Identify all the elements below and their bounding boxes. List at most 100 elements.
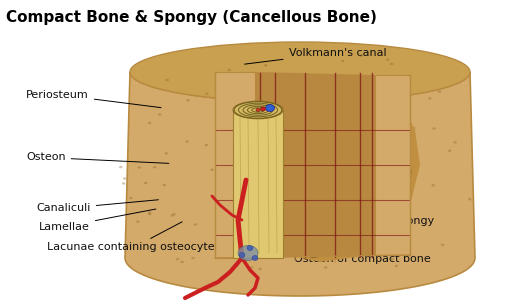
Ellipse shape: [228, 69, 231, 71]
Ellipse shape: [234, 233, 260, 253]
Ellipse shape: [324, 266, 328, 269]
Ellipse shape: [359, 55, 363, 57]
Ellipse shape: [205, 92, 209, 95]
Ellipse shape: [354, 212, 382, 232]
Ellipse shape: [428, 97, 432, 100]
Ellipse shape: [204, 144, 208, 146]
Ellipse shape: [391, 83, 394, 86]
Ellipse shape: [252, 256, 258, 260]
Text: Lamellae: Lamellae: [39, 209, 156, 232]
Polygon shape: [225, 100, 420, 262]
Ellipse shape: [136, 220, 139, 223]
Ellipse shape: [432, 184, 435, 187]
Ellipse shape: [353, 253, 356, 255]
Ellipse shape: [341, 60, 344, 62]
Ellipse shape: [185, 140, 189, 143]
Ellipse shape: [261, 107, 266, 111]
Ellipse shape: [395, 265, 398, 267]
Ellipse shape: [345, 134, 375, 156]
Ellipse shape: [164, 152, 168, 154]
Ellipse shape: [291, 105, 319, 125]
Ellipse shape: [274, 130, 306, 156]
Polygon shape: [125, 72, 475, 296]
Ellipse shape: [331, 234, 357, 254]
Ellipse shape: [176, 258, 179, 260]
Ellipse shape: [122, 182, 125, 185]
Ellipse shape: [129, 197, 133, 199]
Ellipse shape: [137, 166, 141, 169]
Polygon shape: [215, 72, 255, 258]
Ellipse shape: [191, 257, 194, 259]
Ellipse shape: [390, 110, 394, 112]
Ellipse shape: [252, 107, 288, 133]
Ellipse shape: [262, 234, 294, 256]
Ellipse shape: [165, 79, 169, 81]
Ellipse shape: [250, 266, 253, 269]
Ellipse shape: [172, 213, 176, 215]
Ellipse shape: [223, 101, 227, 104]
Ellipse shape: [130, 42, 470, 102]
Ellipse shape: [162, 184, 166, 186]
Ellipse shape: [322, 158, 354, 182]
Ellipse shape: [324, 107, 356, 129]
Ellipse shape: [390, 63, 393, 65]
Ellipse shape: [144, 182, 148, 184]
Ellipse shape: [448, 150, 451, 152]
Ellipse shape: [248, 160, 282, 186]
Ellipse shape: [148, 213, 151, 215]
Ellipse shape: [238, 245, 258, 260]
Ellipse shape: [391, 258, 394, 260]
Ellipse shape: [229, 106, 232, 108]
Text: Osteon of compact bone: Osteon of compact bone: [252, 251, 431, 265]
Ellipse shape: [158, 113, 162, 116]
Text: Lacunae containing osteocytes: Lacunae containing osteocytes: [47, 222, 220, 253]
Ellipse shape: [438, 90, 441, 93]
Text: Trabeculae of  spongy
bone: Trabeculae of spongy bone: [270, 216, 434, 237]
Ellipse shape: [211, 169, 214, 171]
Ellipse shape: [304, 257, 308, 260]
Ellipse shape: [264, 64, 267, 67]
Ellipse shape: [362, 115, 388, 135]
Ellipse shape: [367, 238, 371, 241]
Ellipse shape: [398, 250, 402, 252]
Ellipse shape: [297, 235, 327, 257]
Ellipse shape: [441, 244, 445, 246]
Ellipse shape: [323, 211, 353, 233]
Ellipse shape: [389, 163, 411, 181]
Ellipse shape: [468, 198, 472, 200]
Ellipse shape: [407, 75, 411, 77]
Ellipse shape: [337, 258, 341, 261]
Ellipse shape: [307, 128, 343, 152]
Ellipse shape: [258, 268, 262, 270]
Ellipse shape: [180, 261, 184, 263]
Ellipse shape: [383, 138, 407, 158]
Ellipse shape: [387, 231, 391, 234]
Ellipse shape: [394, 108, 397, 111]
Ellipse shape: [285, 211, 321, 235]
Ellipse shape: [236, 264, 239, 266]
Ellipse shape: [267, 184, 303, 210]
Ellipse shape: [358, 157, 386, 179]
Ellipse shape: [148, 122, 151, 124]
Ellipse shape: [453, 141, 457, 143]
Ellipse shape: [153, 166, 157, 169]
Ellipse shape: [123, 177, 126, 180]
Ellipse shape: [235, 134, 275, 162]
Ellipse shape: [252, 211, 284, 233]
Text: Haversian
canal: Haversian canal: [276, 150, 376, 171]
Polygon shape: [233, 110, 283, 258]
Ellipse shape: [239, 253, 245, 257]
Ellipse shape: [148, 211, 151, 214]
Ellipse shape: [340, 185, 370, 207]
Ellipse shape: [256, 109, 260, 112]
Text: Canaliculi: Canaliculi: [36, 200, 159, 214]
Ellipse shape: [171, 214, 174, 217]
Ellipse shape: [281, 154, 319, 182]
Ellipse shape: [387, 88, 391, 91]
Ellipse shape: [247, 245, 253, 250]
Ellipse shape: [386, 58, 389, 61]
Polygon shape: [255, 72, 375, 258]
Text: Periosteum: Periosteum: [26, 89, 161, 108]
Ellipse shape: [119, 166, 123, 168]
Text: Volkmann's canal: Volkmann's canal: [244, 47, 386, 64]
